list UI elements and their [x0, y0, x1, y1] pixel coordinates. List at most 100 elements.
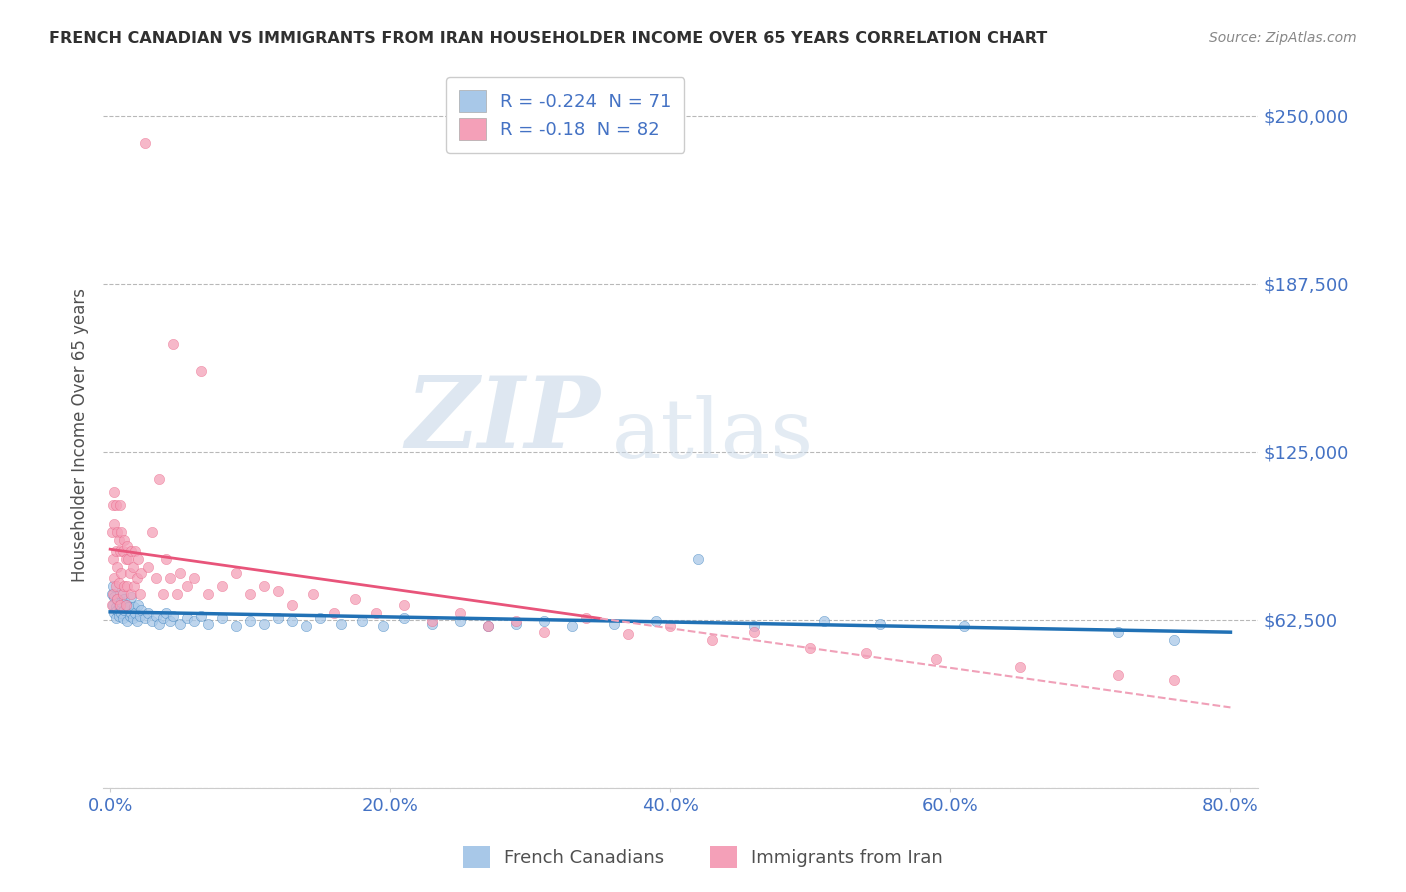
Point: [702, 632, 724, 647]
Y-axis label: Householder Income Over 65 years: Householder Income Over 65 years: [72, 288, 89, 582]
Text: atlas: atlas: [612, 395, 814, 475]
Point: [136, 606, 159, 620]
Point: [125, 614, 148, 628]
Point: [118, 566, 141, 580]
Point: [449, 606, 471, 620]
Point: [855, 646, 877, 660]
Point: [148, 616, 170, 631]
Point: [225, 619, 247, 633]
Point: [114, 598, 136, 612]
Point: [953, 619, 976, 633]
Legend: R = -0.224  N = 71, R = -0.18  N = 82: R = -0.224 N = 71, R = -0.18 N = 82: [446, 77, 685, 153]
Point: [111, 544, 134, 558]
Point: [281, 598, 304, 612]
Point: [239, 587, 262, 601]
Point: [533, 614, 555, 628]
Point: [344, 592, 367, 607]
Point: [103, 571, 125, 585]
Point: [159, 614, 181, 628]
Point: [120, 606, 142, 620]
Text: FRENCH CANADIAN VS IMMIGRANTS FROM IRAN HOUSEHOLDER INCOME OVER 65 YEARS CORRELA: FRENCH CANADIAN VS IMMIGRANTS FROM IRAN …: [49, 31, 1047, 46]
Point: [100, 525, 122, 540]
Point: [145, 571, 167, 585]
Text: Source: ZipAtlas.com: Source: ZipAtlas.com: [1209, 31, 1357, 45]
Point: [253, 616, 276, 631]
Point: [104, 499, 127, 513]
Point: [110, 606, 132, 620]
Point: [112, 592, 135, 607]
Point: [101, 579, 124, 593]
Point: [122, 600, 145, 615]
Point: [323, 606, 346, 620]
Point: [120, 544, 142, 558]
Point: [107, 608, 129, 623]
Point: [112, 603, 135, 617]
Point: [477, 619, 499, 633]
Point: [742, 624, 765, 639]
Point: [117, 600, 139, 615]
Point: [295, 619, 318, 633]
Point: [128, 587, 150, 601]
Point: [162, 337, 184, 351]
Point: [107, 598, 129, 612]
Point: [742, 619, 765, 633]
Point: [134, 136, 156, 150]
Point: [267, 611, 290, 625]
Point: [148, 471, 170, 485]
Point: [159, 571, 181, 585]
Point: [105, 525, 128, 540]
Point: [813, 614, 835, 628]
Point: [115, 539, 138, 553]
Point: [197, 616, 219, 631]
Point: [120, 590, 142, 604]
Point: [190, 608, 212, 623]
Point: [533, 624, 555, 639]
Point: [253, 579, 276, 593]
Point: [103, 485, 125, 500]
Point: [799, 640, 821, 655]
Point: [1163, 632, 1185, 647]
Point: [152, 611, 174, 625]
Point: [141, 614, 163, 628]
Point: [183, 571, 205, 585]
Point: [105, 560, 128, 574]
Point: [103, 590, 125, 604]
Point: [124, 544, 146, 558]
Point: [561, 619, 583, 633]
Point: [114, 552, 136, 566]
Point: [101, 499, 124, 513]
Point: [111, 611, 134, 625]
Point: [169, 616, 191, 631]
Point: [128, 608, 150, 623]
Point: [477, 619, 499, 633]
Point: [183, 614, 205, 628]
Point: [141, 525, 163, 540]
Point: [162, 608, 184, 623]
Point: [603, 616, 626, 631]
Point: [1163, 673, 1185, 687]
Point: [136, 560, 159, 574]
Point: [152, 587, 174, 601]
Point: [575, 611, 598, 625]
Point: [104, 579, 127, 593]
Point: [108, 544, 131, 558]
Point: [101, 587, 124, 601]
Point: [392, 611, 415, 625]
Point: [101, 598, 124, 612]
Point: [124, 606, 146, 620]
Point: [330, 616, 353, 631]
Point: [134, 611, 156, 625]
Point: [107, 533, 129, 548]
Point: [869, 616, 891, 631]
Point: [169, 566, 191, 580]
Point: [420, 616, 443, 631]
Point: [225, 566, 247, 580]
Point: [190, 364, 212, 378]
Point: [108, 598, 131, 612]
Point: [505, 616, 527, 631]
Point: [1107, 624, 1129, 639]
Point: [505, 614, 527, 628]
Point: [420, 614, 443, 628]
Point: [125, 571, 148, 585]
Point: [302, 587, 325, 601]
